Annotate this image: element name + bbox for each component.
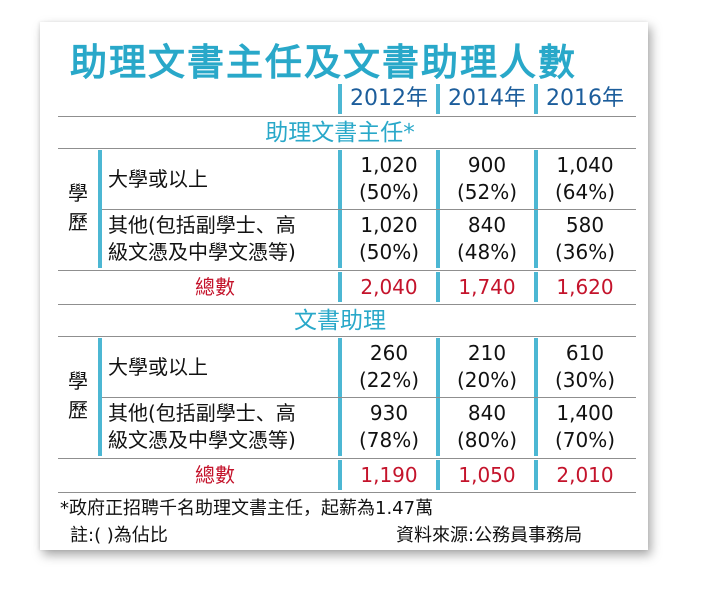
total-value: 1,050 bbox=[458, 463, 516, 487]
divider bbox=[58, 336, 636, 337]
year-header-2012: 2012年 bbox=[350, 86, 428, 111]
section-title-assistant-clerical-officer: 助理文書主任* bbox=[265, 120, 415, 146]
year-divider bbox=[534, 84, 538, 114]
row-rule bbox=[98, 150, 102, 268]
value-cell: 210 (20%) bbox=[456, 341, 518, 392]
total-value: 1,740 bbox=[458, 275, 516, 299]
value-cell: 930 (78%) bbox=[358, 401, 420, 452]
note: 註:( )為佔比 bbox=[70, 525, 168, 546]
value-cell: 610 (30%) bbox=[554, 341, 616, 392]
divider bbox=[58, 148, 636, 149]
education-label: 學 歷 bbox=[68, 369, 88, 422]
row-label-other: 其他(包括副學士、高 級文憑及中學文憑等) bbox=[108, 213, 296, 264]
divider bbox=[58, 492, 636, 493]
divider bbox=[58, 270, 636, 271]
divider bbox=[58, 116, 636, 117]
value-cell: 900 (52%) bbox=[456, 153, 518, 204]
column-rule bbox=[534, 460, 538, 490]
total-value: 2,040 bbox=[360, 275, 418, 299]
column-rule bbox=[338, 460, 342, 490]
value-cell: 840 (80%) bbox=[456, 401, 518, 452]
total-value: 2,010 bbox=[556, 463, 614, 487]
year-divider bbox=[436, 84, 440, 114]
footnote: *政府正招聘千名助理文書主任，起薪為1.47萬 bbox=[60, 498, 434, 519]
table-card: 助理文書主任及文書助理人數 2012年 2014年 2016年 助理文書主任* … bbox=[40, 22, 648, 550]
source-credit: 資料來源:公務員事務局 bbox=[396, 525, 583, 546]
year-divider bbox=[338, 84, 342, 114]
section-title-clerical-assistant: 文書助理 bbox=[294, 308, 386, 334]
total-value: 1,620 bbox=[556, 275, 614, 299]
value-cell: 1,020 (50%) bbox=[358, 213, 420, 264]
value-cell: 1,020 (50%) bbox=[358, 153, 420, 204]
total-label: 總數 bbox=[195, 275, 235, 299]
year-header-2016: 2016年 bbox=[546, 86, 624, 111]
total-label: 總數 bbox=[195, 463, 235, 487]
row-label-other: 其他(包括副學士、高 級文憑及中學文憑等) bbox=[108, 401, 296, 452]
column-rule bbox=[534, 272, 538, 302]
education-label: 學 歷 bbox=[68, 181, 88, 234]
row-label-university: 大學或以上 bbox=[108, 355, 208, 379]
divider bbox=[102, 397, 636, 398]
value-cell: 580 (36%) bbox=[554, 213, 616, 264]
year-header-2014: 2014年 bbox=[448, 86, 526, 111]
value-cell: 1,040 (64%) bbox=[554, 153, 616, 204]
column-rule bbox=[436, 272, 440, 302]
value-cell: 840 (48%) bbox=[456, 213, 518, 264]
divider bbox=[102, 209, 636, 210]
total-value: 1,190 bbox=[360, 463, 418, 487]
row-label-university: 大學或以上 bbox=[108, 167, 208, 191]
divider bbox=[58, 304, 636, 305]
value-cell: 1,400 (70%) bbox=[554, 401, 616, 452]
divider bbox=[58, 458, 636, 459]
page-title: 助理文書主任及文書助理人數 bbox=[70, 41, 577, 84]
value-cell: 260 (22%) bbox=[358, 341, 420, 392]
row-rule bbox=[98, 338, 102, 456]
column-rule bbox=[436, 460, 440, 490]
column-rule bbox=[338, 272, 342, 302]
